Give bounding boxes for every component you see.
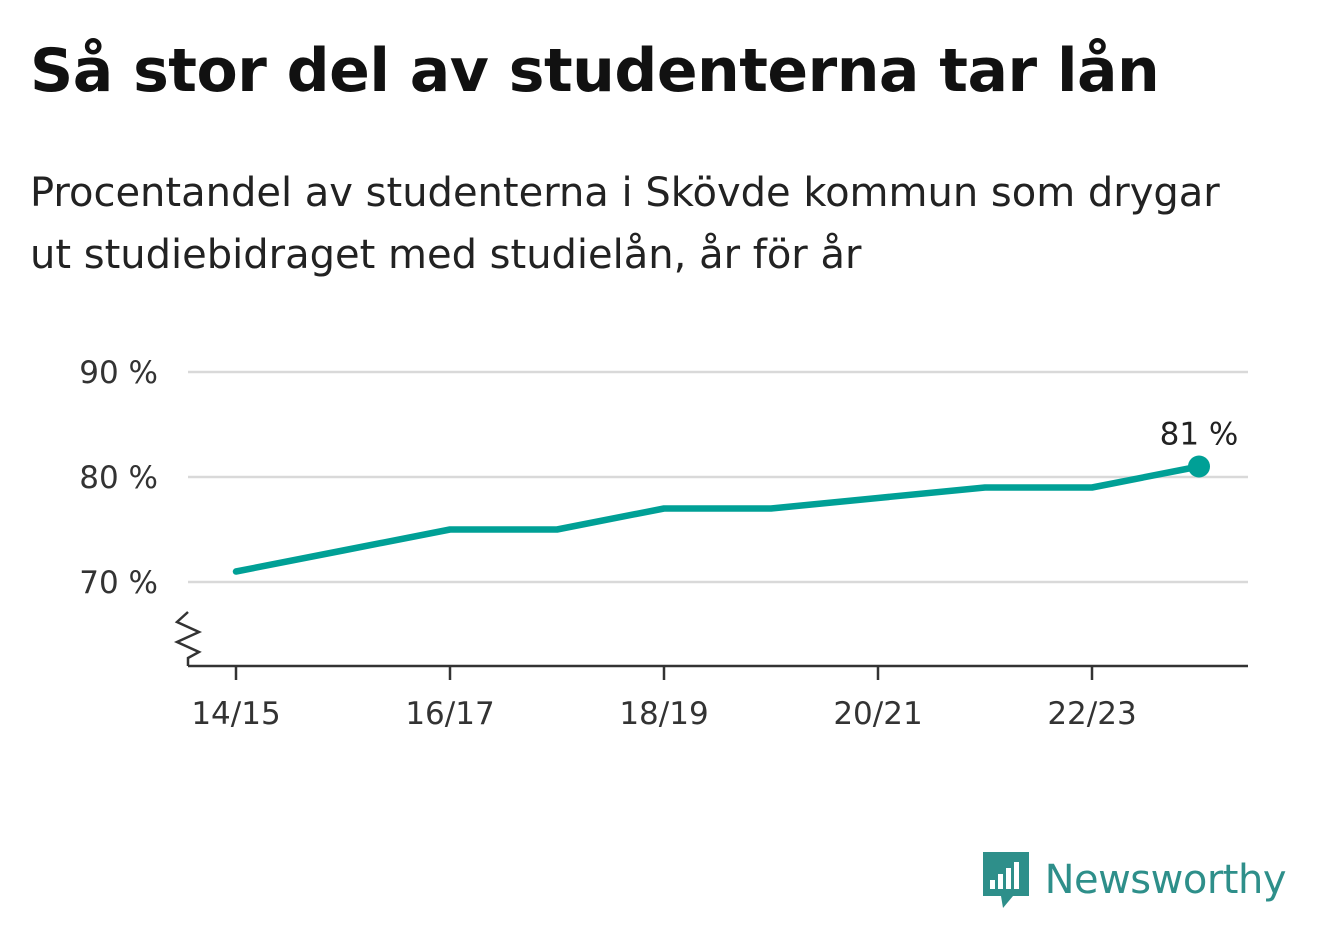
series: 81 % (232, 417, 1239, 575)
y-tick-label: 90 % (79, 355, 158, 391)
y-axis-break (173, 611, 203, 666)
series-line (232, 463, 1203, 575)
y-tick-label: 70 % (79, 565, 158, 601)
y-axis: 70 % 80 % 90 % (79, 355, 203, 666)
x-tick-label: 20/21 (833, 696, 922, 732)
chart-subtitle: Procentandel av studenterna i Skövde kom… (30, 170, 1220, 278)
brand-name: Newsworthy (1044, 857, 1287, 903)
end-value-label: 81 % (1160, 417, 1239, 453)
y-tick-label: 80 % (79, 460, 158, 496)
x-tick-label: 22/23 (1047, 696, 1136, 732)
chart-title: Så stor del av studenterna tar lån (30, 36, 1160, 106)
x-tick-label: 16/17 (405, 696, 494, 732)
brand-logo: Newsworthy (981, 850, 1287, 910)
x-tick-label: 18/19 (619, 696, 708, 732)
x-axis: 14/15 16/17 18/19 20/21 22/23 (188, 664, 1248, 732)
end-point-marker (1188, 455, 1210, 478)
newsworthy-logo-icon (982, 852, 1029, 908)
grid-lines (188, 370, 1248, 584)
x-tick-label: 14/15 (191, 696, 280, 732)
